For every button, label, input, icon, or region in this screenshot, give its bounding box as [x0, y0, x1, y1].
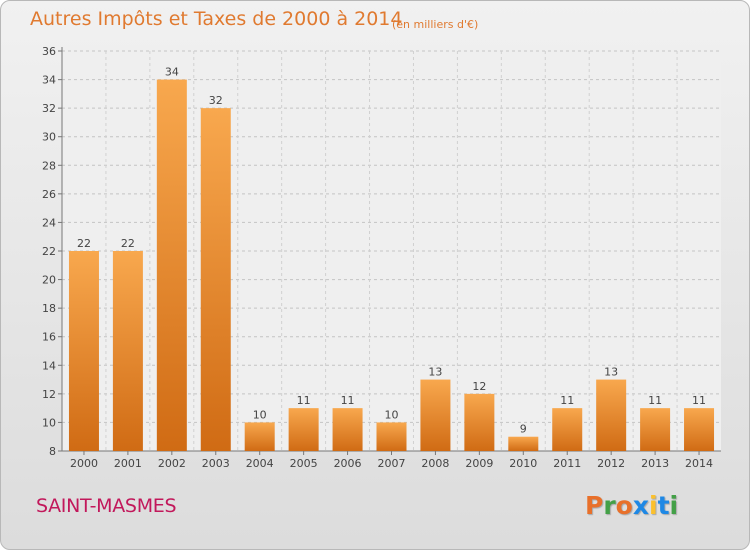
y-tick-label: 14	[42, 359, 56, 372]
x-tick-label: 2007	[378, 457, 406, 470]
data-label: 22	[121, 237, 135, 250]
brand-letter: t	[657, 491, 670, 520]
brand-letter: r	[603, 491, 616, 520]
bar	[420, 379, 451, 451]
data-label: 10	[385, 408, 399, 421]
bars	[68, 79, 715, 452]
brand-letter: P	[585, 491, 604, 520]
data-label: 32	[209, 94, 223, 107]
x-tick-label: 2004	[246, 457, 274, 470]
bar	[684, 408, 715, 451]
x-tick-label: 2014	[685, 457, 713, 470]
bar	[244, 422, 275, 451]
x-tick-label: 2001	[114, 457, 142, 470]
x-tick-label: 2002	[158, 457, 186, 470]
x-tick-label: 2009	[465, 457, 493, 470]
brand-letter: x	[632, 491, 649, 520]
bar	[376, 422, 407, 451]
x-tick-label: 2005	[290, 457, 318, 470]
bar	[68, 251, 99, 451]
brand-letter: i	[669, 491, 679, 520]
y-tick-label: 22	[42, 245, 56, 258]
bar	[596, 379, 627, 451]
bar	[508, 436, 539, 451]
y-tick-label: 26	[42, 188, 56, 201]
brand-letter: o	[615, 491, 633, 520]
data-label: 11	[341, 394, 355, 407]
y-tick-label: 12	[42, 388, 56, 401]
bar	[464, 393, 495, 451]
chart-title: Autres Impôts et Taxes de 2000 à 2014	[30, 8, 403, 30]
data-label: 11	[692, 394, 706, 407]
data-label: 13	[604, 366, 618, 379]
y-tick-label: 30	[42, 131, 56, 144]
y-tick-label: 18	[42, 302, 56, 315]
x-tick-label: 2006	[334, 457, 362, 470]
data-label: 13	[428, 366, 442, 379]
x-tick-label: 2008	[421, 457, 449, 470]
x-tick-label: 2010	[509, 457, 537, 470]
y-tick-label: 24	[42, 216, 56, 229]
y-tick-label: 32	[42, 102, 56, 115]
x-tick-label: 2013	[641, 457, 669, 470]
y-tick-label: 8	[49, 445, 56, 458]
data-label: 10	[253, 408, 267, 421]
chart-unit: (en milliers d'€)	[392, 18, 479, 31]
y-tick-label: 28	[42, 159, 56, 172]
data-label: 11	[648, 394, 662, 407]
data-label: 34	[165, 66, 179, 79]
brand-letter: i	[649, 491, 658, 520]
y-tick-label: 16	[42, 331, 56, 344]
data-label: 12	[472, 380, 486, 393]
data-label: 22	[77, 237, 91, 250]
bar	[156, 79, 187, 452]
x-tick-label: 2012	[597, 457, 625, 470]
bar	[332, 408, 363, 451]
bar	[112, 251, 143, 451]
bar	[640, 408, 671, 451]
brand-logo: Proxiti	[585, 491, 678, 520]
data-label: 9	[520, 423, 527, 436]
y-tick-label: 36	[42, 45, 56, 58]
bar	[288, 408, 319, 451]
y-tick-label: 10	[42, 416, 56, 429]
data-label: 11	[297, 394, 311, 407]
bar	[552, 408, 583, 451]
data-label: 11	[560, 394, 574, 407]
x-tick-label: 2000	[70, 457, 98, 470]
y-tick-label: 34	[42, 74, 56, 87]
data-labels: 22 22 34 32 10 11 11 10 13 12 9 11 13 11 11	[77, 66, 706, 436]
commune-name: SAINT-MASMES	[36, 495, 177, 517]
y-tick-label: 20	[42, 274, 56, 287]
x-tick-label: 2011	[553, 457, 581, 470]
x-tick-label: 2003	[202, 457, 230, 470]
bar	[200, 108, 231, 452]
